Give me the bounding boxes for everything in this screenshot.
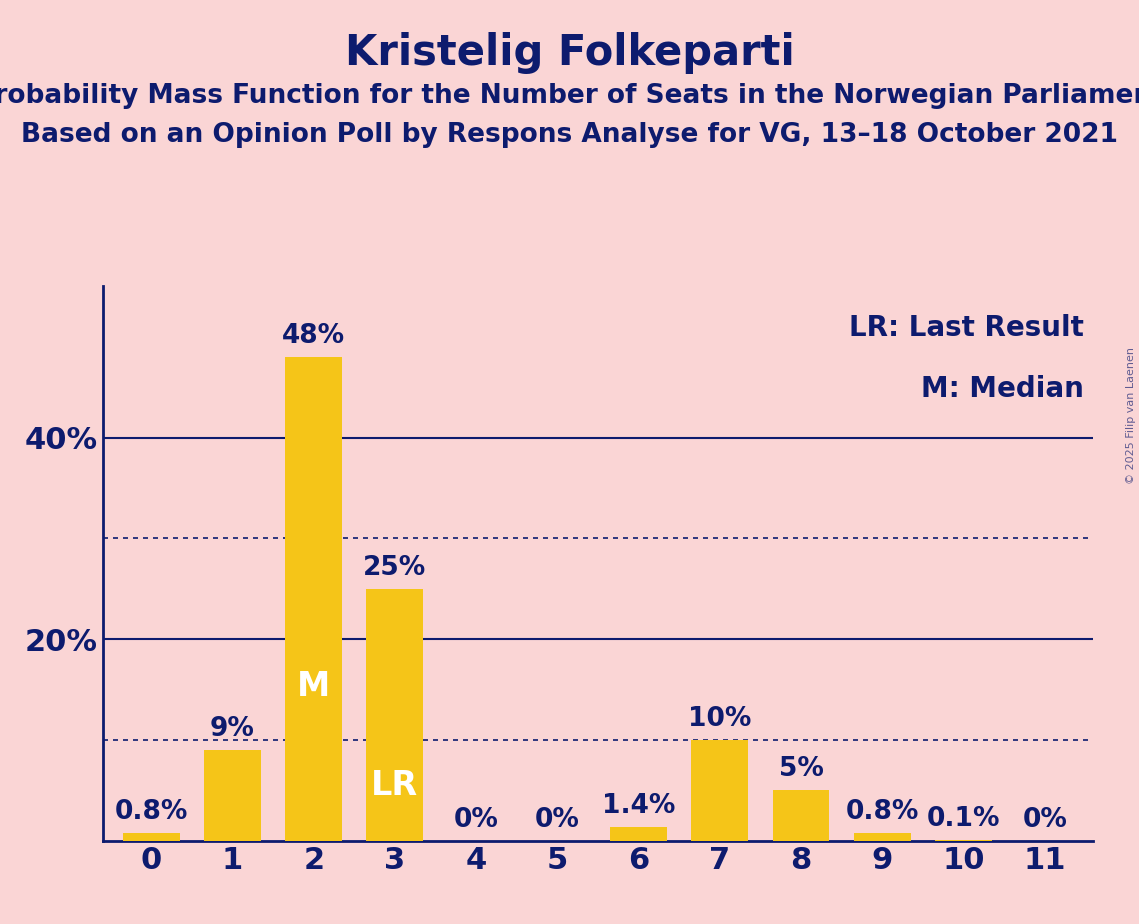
Bar bbox=[772, 790, 829, 841]
Bar bbox=[935, 840, 992, 841]
Text: 1.4%: 1.4% bbox=[601, 793, 675, 819]
Bar bbox=[611, 827, 667, 841]
Bar bbox=[204, 750, 261, 841]
Text: 9%: 9% bbox=[210, 716, 255, 742]
Text: 0.1%: 0.1% bbox=[927, 806, 1000, 832]
Bar bbox=[691, 740, 748, 841]
Text: LR: Last Result: LR: Last Result bbox=[849, 314, 1083, 342]
Text: LR: LR bbox=[371, 769, 418, 802]
Text: 5%: 5% bbox=[779, 757, 823, 783]
Text: © 2025 Filip van Laenen: © 2025 Filip van Laenen bbox=[1126, 347, 1136, 484]
Bar bbox=[854, 833, 911, 841]
Text: Kristelig Folkeparti: Kristelig Folkeparti bbox=[345, 32, 794, 74]
Text: 0%: 0% bbox=[535, 807, 580, 833]
Text: Probability Mass Function for the Number of Seats in the Norwegian Parliament: Probability Mass Function for the Number… bbox=[0, 83, 1139, 109]
Text: Based on an Opinion Poll by Respons Analyse for VG, 13–18 October 2021: Based on an Opinion Poll by Respons Anal… bbox=[21, 122, 1118, 148]
Text: M: Median: M: Median bbox=[920, 375, 1083, 403]
Text: 0%: 0% bbox=[453, 807, 499, 833]
Text: 25%: 25% bbox=[363, 554, 426, 581]
Bar bbox=[123, 833, 180, 841]
Text: 10%: 10% bbox=[688, 706, 752, 732]
Text: 48%: 48% bbox=[282, 322, 345, 349]
Bar bbox=[285, 357, 342, 841]
Text: 0.8%: 0.8% bbox=[845, 798, 919, 825]
Text: M: M bbox=[297, 670, 330, 702]
Text: 0.8%: 0.8% bbox=[115, 798, 188, 825]
Text: 0%: 0% bbox=[1023, 807, 1067, 833]
Bar bbox=[367, 589, 424, 841]
